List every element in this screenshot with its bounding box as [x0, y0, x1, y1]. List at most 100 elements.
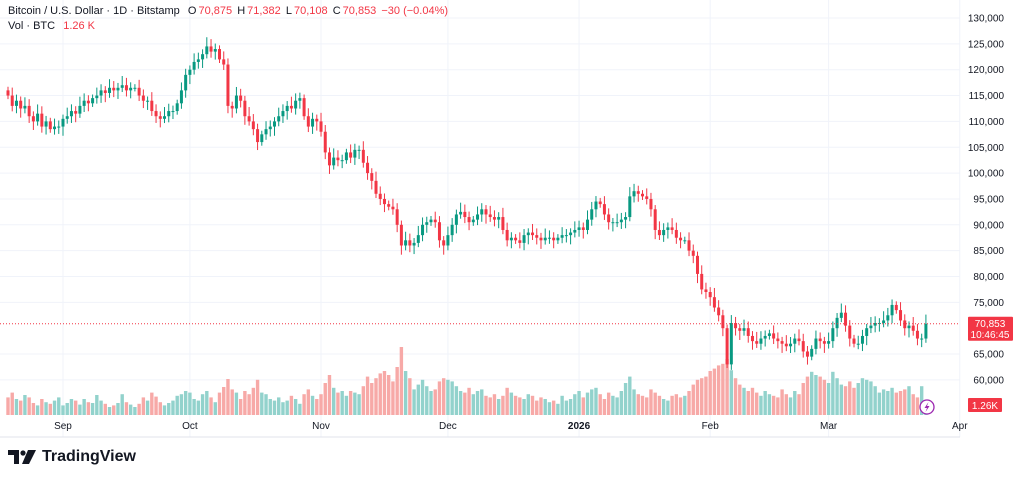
- volume-bar: [48, 403, 52, 415]
- volume-bar: [116, 403, 120, 415]
- candle-body: [366, 162, 370, 174]
- volume-bar: [903, 389, 907, 415]
- candle-body: [112, 87, 116, 91]
- candle-body: [784, 343, 788, 347]
- candle-body: [590, 209, 594, 220]
- volume-bar: [852, 387, 856, 415]
- volume-bar: [856, 383, 860, 415]
- candle-body: [40, 113, 44, 127]
- volume-bar: [205, 391, 209, 415]
- candle-body: [649, 198, 653, 210]
- candle-body: [839, 312, 843, 318]
- volume-bar: [518, 397, 522, 415]
- candle-body: [835, 317, 839, 329]
- candle-body: [679, 237, 683, 241]
- volume-bar: [99, 400, 103, 415]
- candle-body: [44, 121, 48, 127]
- volume-bar: [826, 383, 831, 415]
- candle-body: [86, 100, 90, 104]
- volume-bar: [666, 400, 670, 415]
- symbol-title[interactable]: Bitcoin / U.S. Dollar · 1D · Bitstamp: [8, 5, 180, 17]
- candle-body: [471, 219, 475, 223]
- candle-body: [382, 198, 386, 205]
- candle-body: [285, 105, 289, 112]
- candle-body: [213, 49, 217, 52]
- volume-bar: [23, 395, 27, 415]
- candle-body: [171, 111, 175, 113]
- volume-bar: [370, 383, 374, 415]
- lightning-icon[interactable]: [919, 399, 935, 415]
- volume-bar: [348, 391, 353, 415]
- volume-bar: [755, 392, 759, 415]
- candle-body: [577, 227, 581, 230]
- price-axis[interactable]: 130,000 125,000 120,000 115,000 110,000 105,0…: [968, 14, 1005, 387]
- candle-body: [429, 219, 433, 223]
- candle-body: [920, 338, 924, 340]
- candle-body: [480, 209, 484, 215]
- candle-body: [61, 118, 65, 127]
- candle-body: [818, 338, 822, 342]
- candle-body: [442, 240, 446, 246]
- candle-body: [264, 129, 268, 135]
- volume-bar: [412, 389, 416, 415]
- volume-bar: [251, 387, 256, 415]
- volume-bar: [344, 395, 349, 415]
- volume-bar: [450, 381, 454, 415]
- candle-body: [683, 240, 687, 242]
- candle-body: [404, 240, 408, 246]
- x-tick-label: Oct: [182, 421, 198, 432]
- candle-body: [497, 217, 501, 220]
- candle-body: [657, 229, 661, 236]
- candle-body: [594, 201, 598, 210]
- volume-bar: [124, 402, 129, 415]
- candle-body: [103, 90, 107, 93]
- volume-bar: [797, 394, 801, 415]
- candle-body: [615, 222, 619, 224]
- candle-body: [611, 222, 615, 224]
- volume-bar: [513, 395, 518, 415]
- candle-body: [734, 323, 738, 329]
- tradingview-logo[interactable]: TradingView: [8, 448, 136, 466]
- candle-body: [755, 341, 759, 344]
- volume-bar: [480, 389, 484, 415]
- candle-body: [302, 98, 306, 117]
- volume-bar: [759, 395, 763, 415]
- candle-body: [74, 111, 78, 114]
- volume-bar: [568, 399, 573, 415]
- candle-body: [108, 87, 112, 93]
- candle-body: [742, 328, 746, 331]
- volume-bar: [40, 399, 44, 415]
- volume-bar: [391, 381, 395, 415]
- low-label: L: [285, 5, 292, 17]
- candle-body: [268, 126, 272, 130]
- volume-bar: [471, 394, 475, 415]
- time-axis[interactable]: Sep Oct Nov Dec 2026 Feb Mar Apr: [54, 421, 968, 432]
- volume-bar: [708, 371, 712, 415]
- candle-body: [873, 323, 877, 326]
- volume-bar: [437, 381, 442, 415]
- volume-bar: [577, 391, 581, 415]
- volume-bar: [264, 394, 268, 415]
- volume-bar: [175, 395, 179, 415]
- candle-body: [260, 134, 264, 143]
- candle-body: [454, 214, 458, 225]
- candle-body: [547, 237, 551, 239]
- volume-bar: [268, 399, 272, 415]
- candle-body: [886, 315, 890, 321]
- volume-label[interactable]: Vol · BTC: [8, 20, 56, 32]
- candle-body: [120, 85, 124, 88]
- volume-bar: [154, 396, 158, 415]
- volume-bar: [281, 402, 285, 415]
- candles: [6, 37, 928, 370]
- candle-body: [586, 219, 590, 230]
- volume-bar: [10, 392, 14, 415]
- y-tick-label: 65,000: [973, 350, 1004, 361]
- volume-bar: [678, 397, 683, 415]
- volume-bar: [196, 400, 201, 415]
- countdown-label: 10:46:45: [971, 330, 1010, 341]
- y-tick-label: 90,000: [973, 220, 1004, 231]
- candle-body: [598, 201, 602, 205]
- candle-body: [239, 95, 243, 101]
- price-chart[interactable]: 130,000 125,000 120,000 115,000 110,000 105,0…: [0, 0, 1024, 440]
- candle-body: [298, 98, 302, 101]
